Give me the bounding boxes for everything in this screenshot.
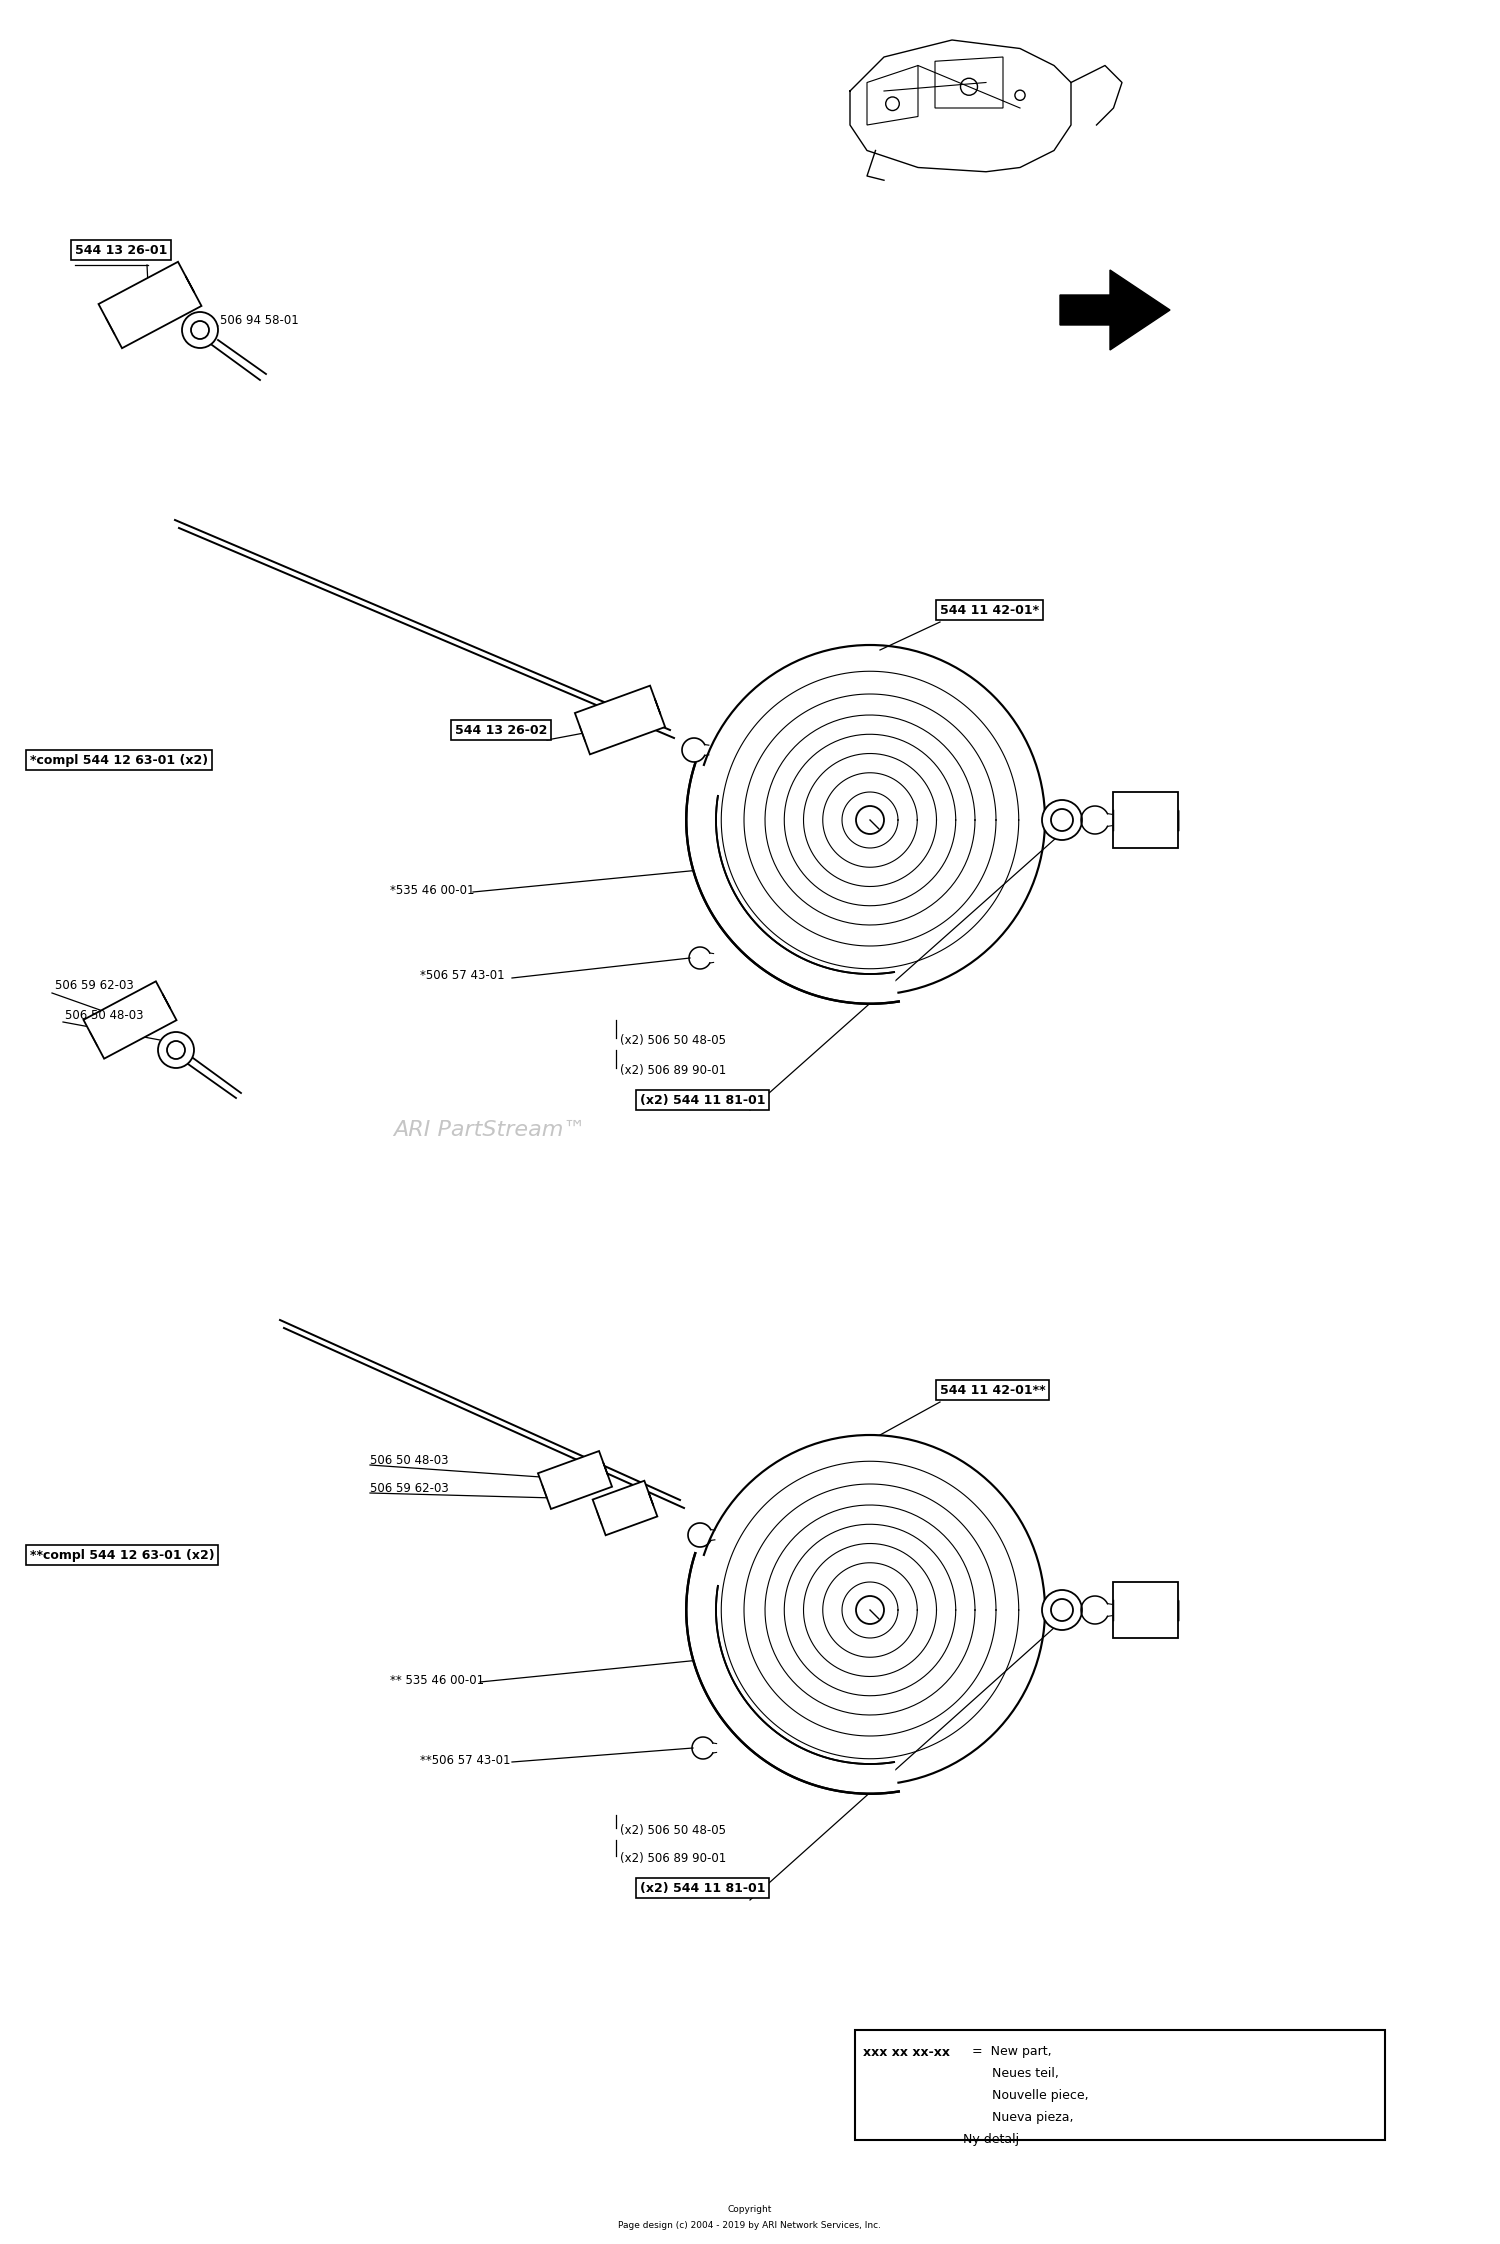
Text: 544 11 42-01*: 544 11 42-01*	[940, 604, 1040, 617]
Circle shape	[694, 1434, 1046, 1784]
Text: ** 535 46 00-01: ** 535 46 00-01	[390, 1674, 484, 1687]
Text: (x2) 544 11 81-01: (x2) 544 11 81-01	[640, 1880, 765, 1894]
Polygon shape	[538, 1452, 612, 1508]
Text: =  New part,: = New part,	[968, 2047, 1052, 2058]
Text: (x2) 506 50 48-05: (x2) 506 50 48-05	[620, 1824, 726, 1836]
Text: *compl 544 12 63-01 (x2): *compl 544 12 63-01 (x2)	[30, 754, 208, 767]
Text: 544 11 42-01**: 544 11 42-01**	[940, 1385, 1046, 1396]
Text: 506 59 62-03: 506 59 62-03	[56, 978, 134, 992]
Text: 506 94 58-01: 506 94 58-01	[220, 314, 298, 325]
Text: **compl 544 12 63-01 (x2): **compl 544 12 63-01 (x2)	[30, 1548, 214, 1562]
Polygon shape	[99, 263, 201, 348]
Text: Nouvelle piece,: Nouvelle piece,	[968, 2089, 1089, 2103]
Polygon shape	[592, 1481, 657, 1535]
Text: **506 57 43-01: **506 57 43-01	[420, 1753, 510, 1766]
Circle shape	[158, 1032, 194, 1068]
Text: 506 50 48-03: 506 50 48-03	[64, 1008, 144, 1021]
FancyBboxPatch shape	[855, 2031, 1384, 2141]
Text: 506 59 62-03: 506 59 62-03	[370, 1481, 448, 1495]
Polygon shape	[1060, 269, 1170, 350]
Polygon shape	[1113, 1582, 1178, 1638]
Circle shape	[1042, 1591, 1082, 1629]
Polygon shape	[687, 1553, 898, 1793]
Text: Nueva pieza,: Nueva pieza,	[968, 2112, 1074, 2125]
Circle shape	[182, 312, 218, 348]
Text: Copyright: Copyright	[728, 2206, 772, 2215]
Circle shape	[694, 644, 1046, 994]
Text: 544 13 26-02: 544 13 26-02	[454, 723, 548, 736]
Text: Page design (c) 2004 - 2019 by ARI Network Services, Inc.: Page design (c) 2004 - 2019 by ARI Netwo…	[618, 2222, 882, 2231]
Polygon shape	[1113, 792, 1178, 848]
Text: (x2) 506 89 90-01: (x2) 506 89 90-01	[620, 1851, 726, 1865]
Text: *506 57 43-01: *506 57 43-01	[420, 969, 504, 981]
Text: *535 46 00-01: *535 46 00-01	[390, 884, 474, 898]
Polygon shape	[84, 981, 177, 1059]
Polygon shape	[574, 687, 664, 754]
Text: xxx xx xx-xx: xxx xx xx-xx	[862, 2047, 950, 2058]
Polygon shape	[687, 763, 898, 1003]
Text: ARI PartStream™: ARI PartStream™	[393, 1120, 586, 1140]
Text: 506 50 48-03: 506 50 48-03	[370, 1454, 448, 1468]
Circle shape	[1042, 801, 1082, 839]
Text: (x2) 544 11 81-01: (x2) 544 11 81-01	[640, 1093, 765, 1106]
Text: (x2) 506 89 90-01: (x2) 506 89 90-01	[620, 1064, 726, 1077]
Text: Ny detalj: Ny detalj	[862, 2134, 1018, 2148]
Text: (x2) 506 50 48-05: (x2) 506 50 48-05	[620, 1034, 726, 1046]
Text: 544 13 26-01: 544 13 26-01	[75, 245, 168, 256]
Text: Neues teil,: Neues teil,	[968, 2067, 1059, 2080]
